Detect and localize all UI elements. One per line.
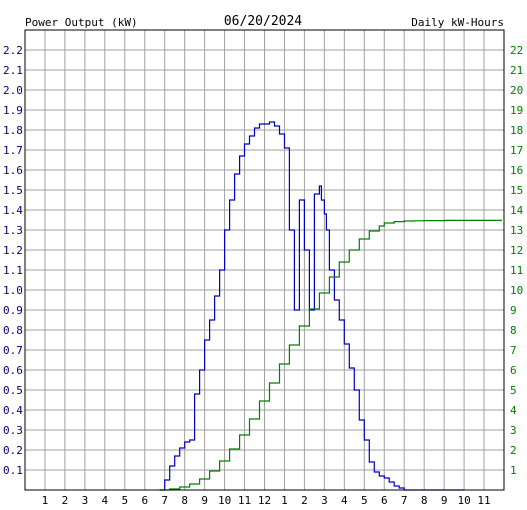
x-tick-label: 2 bbox=[62, 494, 69, 507]
plot-frame bbox=[24, 29, 505, 491]
x-tick-label: 2 bbox=[301, 494, 308, 507]
right-tick-label: 4 bbox=[510, 404, 517, 417]
right-tick-label: 6 bbox=[510, 364, 517, 377]
right-tick-label: 14 bbox=[510, 204, 524, 217]
right-tick-label: 22 bbox=[510, 44, 523, 57]
chart-title: 06/20/2024 bbox=[224, 14, 302, 29]
left-tick-label: 2.0 bbox=[3, 84, 23, 97]
left-tick-label: 1.3 bbox=[3, 224, 23, 237]
x-tick-label: 6 bbox=[141, 494, 148, 507]
left-tick-label: 0.3 bbox=[3, 424, 23, 437]
x-tick-label: 12 bbox=[258, 494, 271, 507]
x-tick-label: 9 bbox=[441, 494, 448, 507]
left-tick-label: 1.0 bbox=[3, 284, 23, 297]
x-tick-label: 6 bbox=[381, 494, 388, 507]
series-layer bbox=[159, 121, 502, 491]
right-axis-label: Daily kW-Hours bbox=[411, 16, 504, 29]
right-tick-label: 16 bbox=[510, 164, 523, 177]
left-tick-label: 0.6 bbox=[3, 364, 23, 377]
tick-labels: 1 2 3 4 5 6 7 8 9 10 11 12 1 2 3 4 5 6 7 8 9 10 110.10.20.30.4… bbox=[3, 44, 524, 507]
right-tick-label: 19 bbox=[510, 104, 523, 117]
left-tick-label: 1.6 bbox=[3, 164, 23, 177]
right-tick-label: 7 bbox=[510, 344, 517, 357]
left-tick-label: 0.4 bbox=[3, 404, 23, 417]
right-tick-label: 11 bbox=[510, 264, 523, 277]
x-tick-label: 3 bbox=[321, 494, 328, 507]
right-tick-label: 8 bbox=[510, 324, 517, 337]
x-tick-label: 5 bbox=[121, 494, 128, 507]
right-tick-label: 20 bbox=[510, 84, 523, 97]
left-tick-label: 1.8 bbox=[3, 124, 23, 137]
left-tick-label: 0.8 bbox=[3, 324, 23, 337]
left-tick-label: 0.2 bbox=[3, 444, 23, 457]
right-tick-label: 2 bbox=[510, 444, 517, 457]
x-tick-label: 5 bbox=[361, 494, 368, 507]
x-tick-label: 7 bbox=[401, 494, 408, 507]
daily-kwh-line bbox=[159, 219, 502, 491]
x-tick-label: 9 bbox=[201, 494, 208, 507]
right-tick-label: 12 bbox=[510, 244, 523, 257]
left-tick-label: 2.2 bbox=[3, 44, 23, 57]
x-tick-label: 1 bbox=[281, 494, 288, 507]
x-tick-label: 11 bbox=[477, 494, 490, 507]
x-tick-label: 1 bbox=[42, 494, 49, 507]
left-tick-label: 1.4 bbox=[3, 204, 23, 217]
left-tick-label: 0.7 bbox=[3, 344, 23, 357]
x-tick-label: 10 bbox=[457, 494, 470, 507]
right-tick-label: 5 bbox=[510, 384, 517, 397]
right-tick-label: 15 bbox=[510, 184, 523, 197]
x-tick-label: 4 bbox=[102, 494, 109, 507]
x-tick-label: 11 bbox=[238, 494, 251, 507]
left-tick-label: 0.1 bbox=[3, 464, 23, 477]
x-tick-label: 10 bbox=[218, 494, 231, 507]
x-tick-label: 8 bbox=[181, 494, 188, 507]
right-tick-label: 17 bbox=[510, 144, 523, 157]
x-tick-label: 3 bbox=[82, 494, 89, 507]
right-tick-label: 18 bbox=[510, 124, 523, 137]
left-axis-label: Power Output (kW) bbox=[25, 16, 138, 29]
left-tick-label: 1.2 bbox=[3, 244, 23, 257]
x-tick-label: 8 bbox=[421, 494, 428, 507]
right-tick-label: 9 bbox=[510, 304, 517, 317]
right-tick-label: 3 bbox=[510, 424, 517, 437]
x-tick-label: 4 bbox=[341, 494, 348, 507]
x-tick-label: 7 bbox=[161, 494, 168, 507]
grid bbox=[25, 30, 504, 490]
right-tick-label: 10 bbox=[510, 284, 523, 297]
left-tick-label: 1.9 bbox=[3, 104, 23, 117]
left-tick-label: 1.5 bbox=[3, 184, 23, 197]
left-tick-label: 1.7 bbox=[3, 144, 23, 157]
left-tick-label: 1.1 bbox=[3, 264, 23, 277]
power-output-line bbox=[159, 121, 465, 491]
right-tick-label: 21 bbox=[510, 64, 523, 77]
right-tick-label: 13 bbox=[510, 224, 523, 237]
left-tick-label: 0.9 bbox=[3, 304, 23, 317]
left-tick-label: 0.5 bbox=[3, 384, 23, 397]
left-tick-label: 2.1 bbox=[3, 64, 23, 77]
right-tick-label: 1 bbox=[510, 464, 517, 477]
